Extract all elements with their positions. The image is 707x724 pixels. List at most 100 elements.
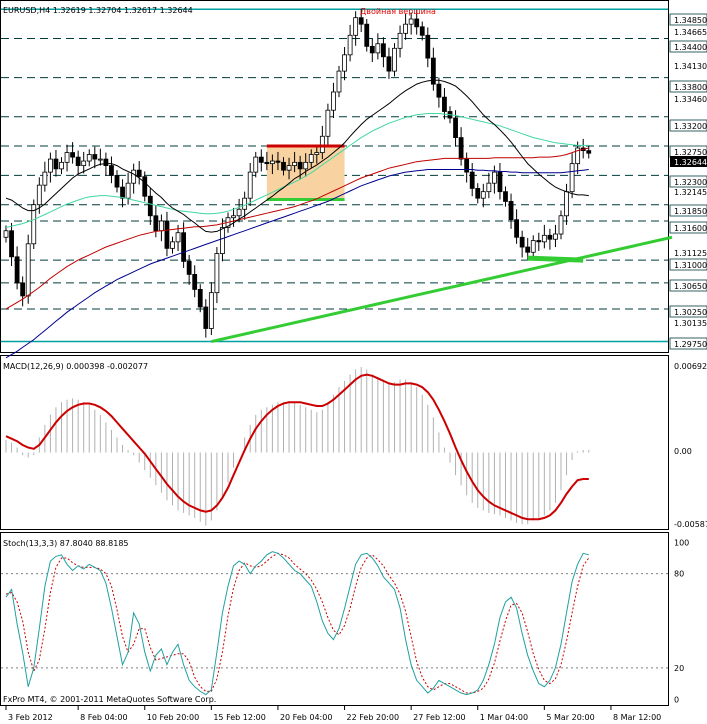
symbol-info: EURUSD,H4 1.32619 1.32704 1.32617 1.3264… <box>3 6 193 15</box>
price-level-box <box>669 258 707 271</box>
candle-body <box>553 233 558 240</box>
candle-body <box>153 215 159 232</box>
candle-body <box>242 197 248 210</box>
candle-body <box>181 232 187 262</box>
candle-body <box>20 282 26 297</box>
price-axis-label: 1.33460 <box>674 95 707 104</box>
candle-body <box>469 171 475 189</box>
candle-body <box>269 160 275 165</box>
candle-body <box>48 158 53 173</box>
candle-body <box>514 219 519 238</box>
candle-body <box>220 227 225 254</box>
candle-body <box>436 83 442 98</box>
candle-body <box>569 163 575 193</box>
candle-body <box>408 18 414 25</box>
candle-body <box>458 137 464 160</box>
stoch-axis-label: 0 <box>674 695 679 704</box>
price-axis-label: 1.31600 <box>674 224 707 233</box>
y-axis-labels: 1.34850 1.34665 1.34400 1.34130 1.33800 1.334… <box>669 13 707 704</box>
candle-body <box>192 274 198 290</box>
candle-body <box>25 243 31 297</box>
x-axis-label: 3 Feb 2012 <box>8 713 53 722</box>
candle-body <box>253 156 259 173</box>
candle-body <box>142 176 148 197</box>
candle-body <box>164 220 170 249</box>
candle-body <box>314 152 320 155</box>
price-axis-label: 1.34665 <box>674 28 707 37</box>
price-level-box <box>669 40 707 53</box>
price-axis-label: 1.34130 <box>674 62 707 71</box>
price-plot <box>1 8 673 359</box>
candle-body <box>208 292 214 329</box>
candle-body <box>319 135 325 153</box>
stoch-axis-label: 20 <box>674 664 684 673</box>
price-axis-label: 1.30135 <box>674 319 707 328</box>
price-axis-label: 1.31125 <box>674 249 707 258</box>
candle-body <box>558 215 564 235</box>
price-axis-label: 1.34400 <box>674 43 707 52</box>
candle-body <box>86 154 92 162</box>
candle-body <box>258 156 264 163</box>
price-level-box <box>669 119 707 132</box>
candle-body <box>186 260 192 275</box>
candle-body <box>586 150 592 154</box>
candle-body <box>53 158 59 170</box>
x-axis-label: 10 Feb 20:00 <box>147 713 199 722</box>
price-axis-label: 1.32750 <box>674 148 707 157</box>
candle-body <box>575 147 581 165</box>
candle-body <box>264 161 270 165</box>
stoch-panel <box>0 532 669 706</box>
ma-teal-line <box>5 113 589 228</box>
candle-body <box>564 191 569 217</box>
candle-body <box>109 165 114 176</box>
candle-body <box>386 56 392 72</box>
candle-body <box>541 234 547 243</box>
candle-body <box>114 174 120 188</box>
candle-body <box>464 158 470 173</box>
candle-body <box>170 241 175 249</box>
candle-body <box>247 171 253 199</box>
double-top-annotation: Двойная вершина <box>360 7 436 16</box>
ma-black-line <box>5 79 589 233</box>
candle-body <box>475 188 481 199</box>
candle-body <box>203 306 209 329</box>
bottom-support-line <box>527 255 584 263</box>
price-level-box <box>669 13 707 26</box>
candle-body <box>103 158 109 166</box>
price-axis-label: 1.31850 <box>674 207 707 216</box>
candle-body <box>14 256 20 284</box>
support-trendline <box>211 235 673 343</box>
price-level-box <box>669 337 707 350</box>
candle-body <box>397 32 403 49</box>
candle-body <box>547 234 553 240</box>
ma-blue-line <box>5 169 589 359</box>
candle-body <box>64 152 70 163</box>
candle-body <box>3 230 9 238</box>
candle-body <box>369 45 375 54</box>
candle-body <box>31 204 37 245</box>
candle-body <box>158 220 164 232</box>
candle-body <box>364 23 370 47</box>
candle-body <box>92 154 98 160</box>
stoch-signal-line <box>5 552 590 694</box>
price-axis-label: 1.29750 <box>674 340 707 349</box>
candle-body <box>97 158 103 161</box>
candle-body <box>308 154 314 163</box>
candle-body <box>525 246 531 253</box>
ma-red-line <box>5 147 589 310</box>
candle-body <box>281 161 286 171</box>
price-level-box <box>669 221 707 234</box>
macd-title: MACD(12,26,9) 0.000398 -0.002077 <box>3 362 148 371</box>
candle-body <box>508 201 514 221</box>
candle-body <box>286 165 292 171</box>
x-axis-label: 20 Feb 04:00 <box>280 713 332 722</box>
candle-body <box>36 184 42 206</box>
candle-body <box>403 23 409 34</box>
candle-body <box>392 47 397 72</box>
candle-body <box>419 26 425 36</box>
price-axis-label: 1.32145 <box>674 188 707 197</box>
candle-body <box>42 171 48 186</box>
candle-body <box>375 43 381 54</box>
x-axis-label: 15 Feb 12:00 <box>213 713 265 722</box>
